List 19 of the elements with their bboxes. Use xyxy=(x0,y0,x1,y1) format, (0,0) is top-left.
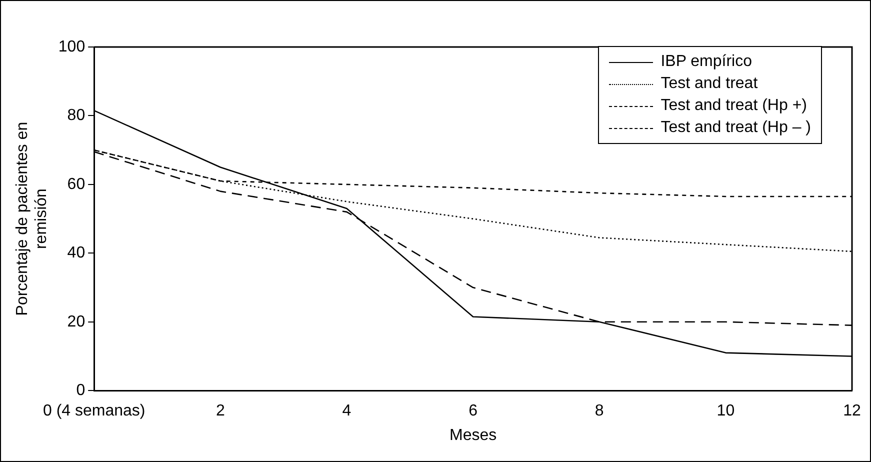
y-tick-label: 20 xyxy=(67,313,86,330)
x-tick-label: 2 xyxy=(216,402,225,420)
legend-label: Test and treat (Hp +) xyxy=(660,97,807,115)
x-tick-label: 6 xyxy=(468,402,478,420)
y-tick-label: 80 xyxy=(67,107,86,124)
y-tick-label: 100 xyxy=(58,38,86,56)
legend-label: IBP empírico xyxy=(660,53,752,71)
legend-label: Test and treat xyxy=(660,75,758,93)
x-tick-label: 0 (4 semanas) xyxy=(42,402,146,420)
x-tick-label: 4 xyxy=(342,402,352,420)
y-tick-label: 0 xyxy=(76,382,86,400)
x-tick-label: 10 xyxy=(716,402,735,420)
x-tick-label: 12 xyxy=(843,402,861,420)
y-tick-label: 60 xyxy=(67,176,86,193)
legend-label: Test and treat (Hp – ) xyxy=(660,119,811,137)
y-axis-title: Porcentaje de pacientes en remisión xyxy=(14,122,50,316)
x-tick-label: 8 xyxy=(594,402,604,420)
x-axis-title: Meses xyxy=(449,426,497,444)
y-tick-label: 40 xyxy=(67,244,86,262)
